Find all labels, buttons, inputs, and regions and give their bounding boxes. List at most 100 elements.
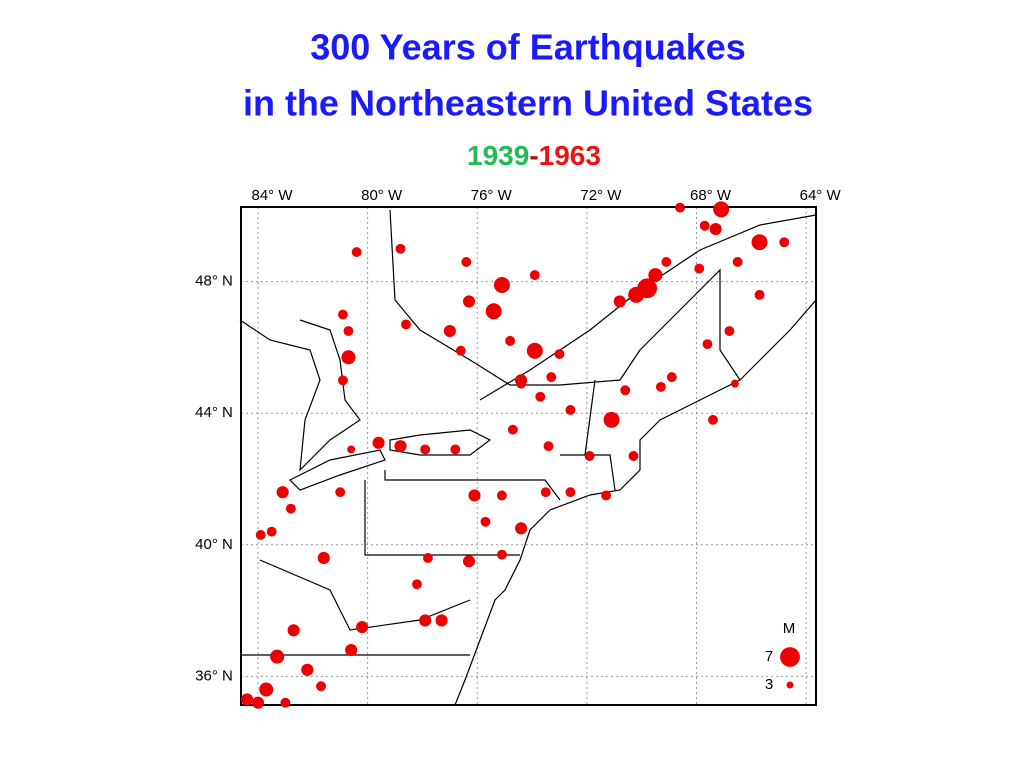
earthquake (496, 549, 507, 560)
title-line: 300 Years of Earthquakes (310, 27, 746, 68)
x-tick-label: 72° W (580, 187, 622, 204)
earthquake (546, 372, 557, 382)
earthquake (401, 319, 411, 330)
earthquake (603, 411, 620, 428)
earthquake (422, 553, 433, 563)
earthquake (779, 237, 790, 248)
earthquake (702, 339, 713, 350)
earthquake (565, 405, 576, 415)
earthquake (724, 326, 735, 336)
earthquake (372, 436, 385, 449)
earthquake (316, 681, 326, 692)
x-tick-label: 68° W (690, 187, 732, 204)
earthquake (276, 486, 289, 499)
earthquake (713, 201, 730, 218)
earthquake (351, 247, 362, 258)
border (389, 209, 741, 386)
earthquake (345, 644, 358, 657)
earthquake (628, 451, 639, 461)
earthquake (420, 444, 431, 455)
earthquake (751, 234, 768, 251)
earthquake (394, 440, 407, 453)
earthquake (516, 378, 527, 389)
earthquake (287, 624, 300, 637)
earthquake (341, 350, 356, 365)
earthquake (675, 202, 686, 213)
earthquake (259, 682, 274, 697)
earthquake (461, 256, 472, 267)
earthquake (335, 487, 346, 498)
earthquake (317, 551, 330, 565)
earthquake (554, 349, 565, 359)
earthquake (412, 579, 422, 590)
earthquake (251, 696, 265, 709)
earthquake (255, 530, 266, 540)
legend-title: M (783, 620, 796, 637)
border (240, 379, 616, 656)
x-tick-label: 64° W (800, 187, 842, 204)
earthquake (450, 444, 461, 455)
earthquake (694, 263, 705, 274)
legend-marker (780, 647, 800, 667)
earthquake (493, 276, 510, 293)
earthquake (613, 295, 626, 308)
earthquake (754, 289, 765, 300)
earthquake (648, 268, 663, 283)
earthquake (435, 614, 448, 627)
earthquake (240, 693, 254, 706)
x-tick-label: 80° W (361, 187, 403, 204)
earthquake (343, 326, 354, 336)
legend-label: 7 (765, 648, 773, 665)
legend-marker (786, 681, 794, 689)
earthquake (280, 697, 291, 708)
coastline (454, 299, 817, 706)
map-frame (240, 206, 817, 706)
earthquake (419, 614, 432, 627)
earthquake (462, 555, 476, 568)
earthquake (455, 345, 466, 356)
earthquake (601, 490, 612, 501)
title-line: in the Northeastern United States (243, 83, 813, 124)
geography (239, 209, 817, 706)
earthquake (301, 663, 314, 676)
earthquake (347, 445, 356, 454)
earthquake (526, 342, 543, 359)
earthquake (584, 451, 595, 461)
lake-huron (239, 319, 361, 472)
earthquake (468, 489, 481, 502)
y-tick-label: 36° N (195, 667, 233, 684)
lake-ontario (389, 429, 492, 456)
earthquake (699, 220, 710, 231)
earthquake (338, 309, 348, 320)
earthquake (628, 286, 645, 303)
earthquake (507, 424, 518, 435)
earthquake (666, 372, 677, 382)
earthquake (543, 441, 554, 452)
grid (241, 207, 816, 705)
earthquakes (240, 201, 790, 709)
y-tick-label: 48° N (195, 273, 233, 290)
earthquake (338, 375, 348, 386)
separator: - (529, 140, 538, 171)
earthquake (661, 256, 672, 267)
y-tick-label: 44° N (195, 404, 233, 421)
x-tick-label: 84° W (251, 187, 293, 204)
earthquake (565, 487, 576, 498)
x-tick-label: 76° W (471, 187, 513, 204)
earthquake (395, 243, 406, 254)
earthquake (709, 222, 722, 236)
earthquake (655, 381, 666, 392)
legend-label: 3 (765, 676, 773, 693)
subtitle: 1939-1963 (467, 140, 601, 171)
earthquake (485, 303, 502, 320)
earthquake (620, 385, 631, 396)
earthquake (270, 649, 285, 664)
earthquake (515, 522, 528, 535)
earthquake (285, 503, 296, 514)
earthquake (708, 414, 718, 425)
earthquake (535, 391, 546, 402)
earthquake (356, 620, 369, 634)
earthquake (462, 295, 476, 308)
earthquake (540, 487, 551, 498)
